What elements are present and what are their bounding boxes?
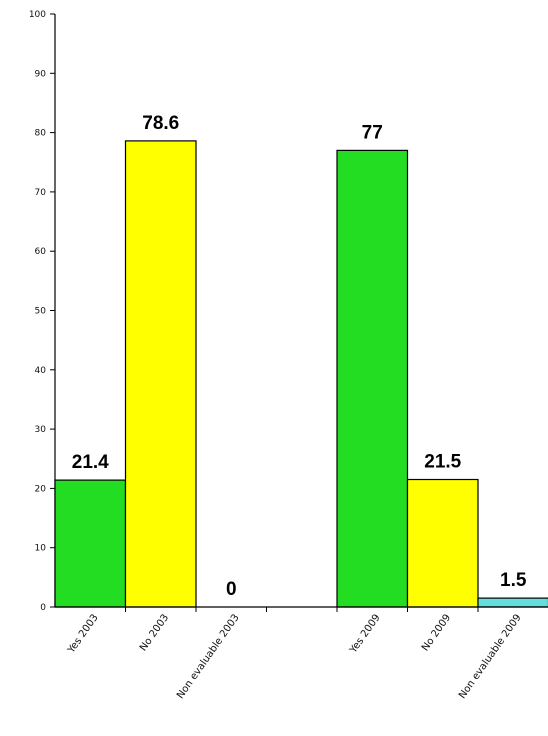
- data-label: 77: [362, 122, 383, 143]
- x-tick-label: No 2009: [420, 612, 453, 653]
- y-tick-label: 80: [35, 129, 47, 139]
- bar: [477, 597, 548, 608]
- x-tick-label: Non evaluable 2003: [175, 612, 242, 701]
- bars: [54, 140, 548, 608]
- y-tick-label: 20: [35, 484, 47, 494]
- y-tick-label: 50: [35, 307, 47, 317]
- bar: [124, 140, 197, 608]
- y-tick-label: 60: [35, 247, 47, 257]
- x-tick-label: Yes 2003: [65, 612, 100, 656]
- data-label: 21.5: [424, 452, 461, 473]
- y-tick-label: 40: [35, 366, 47, 376]
- y-tick-label: 100: [29, 10, 46, 20]
- y-tick-label: 30: [35, 425, 47, 435]
- data-label: 78.6: [142, 113, 179, 134]
- bar: [54, 479, 127, 608]
- x-tick-label: Non evaluable 2009: [457, 612, 524, 701]
- x-tick-label: No 2003: [138, 612, 171, 653]
- data-label: 0: [226, 579, 237, 600]
- y-tick-label: 90: [35, 69, 47, 79]
- bar: [336, 149, 409, 608]
- data-label: 21.4: [72, 452, 109, 473]
- data-labels: 21.4 78.6 0 77 21.5 1.5: [72, 113, 527, 600]
- bar: [406, 478, 479, 608]
- x-axis: Yes 2003 No 2003 Non evaluable 2003 Yes 200…: [55, 606, 548, 701]
- y-tick-label: 0: [40, 603, 46, 613]
- y-tick-label: 70: [35, 188, 47, 198]
- data-label: 1.5: [500, 570, 527, 591]
- x-tick-label: Yes 2009: [347, 612, 382, 656]
- y-axis: 0 10 20 30 40 50 60 70 80 90 100: [29, 10, 56, 613]
- y-tick-label: 10: [35, 544, 47, 554]
